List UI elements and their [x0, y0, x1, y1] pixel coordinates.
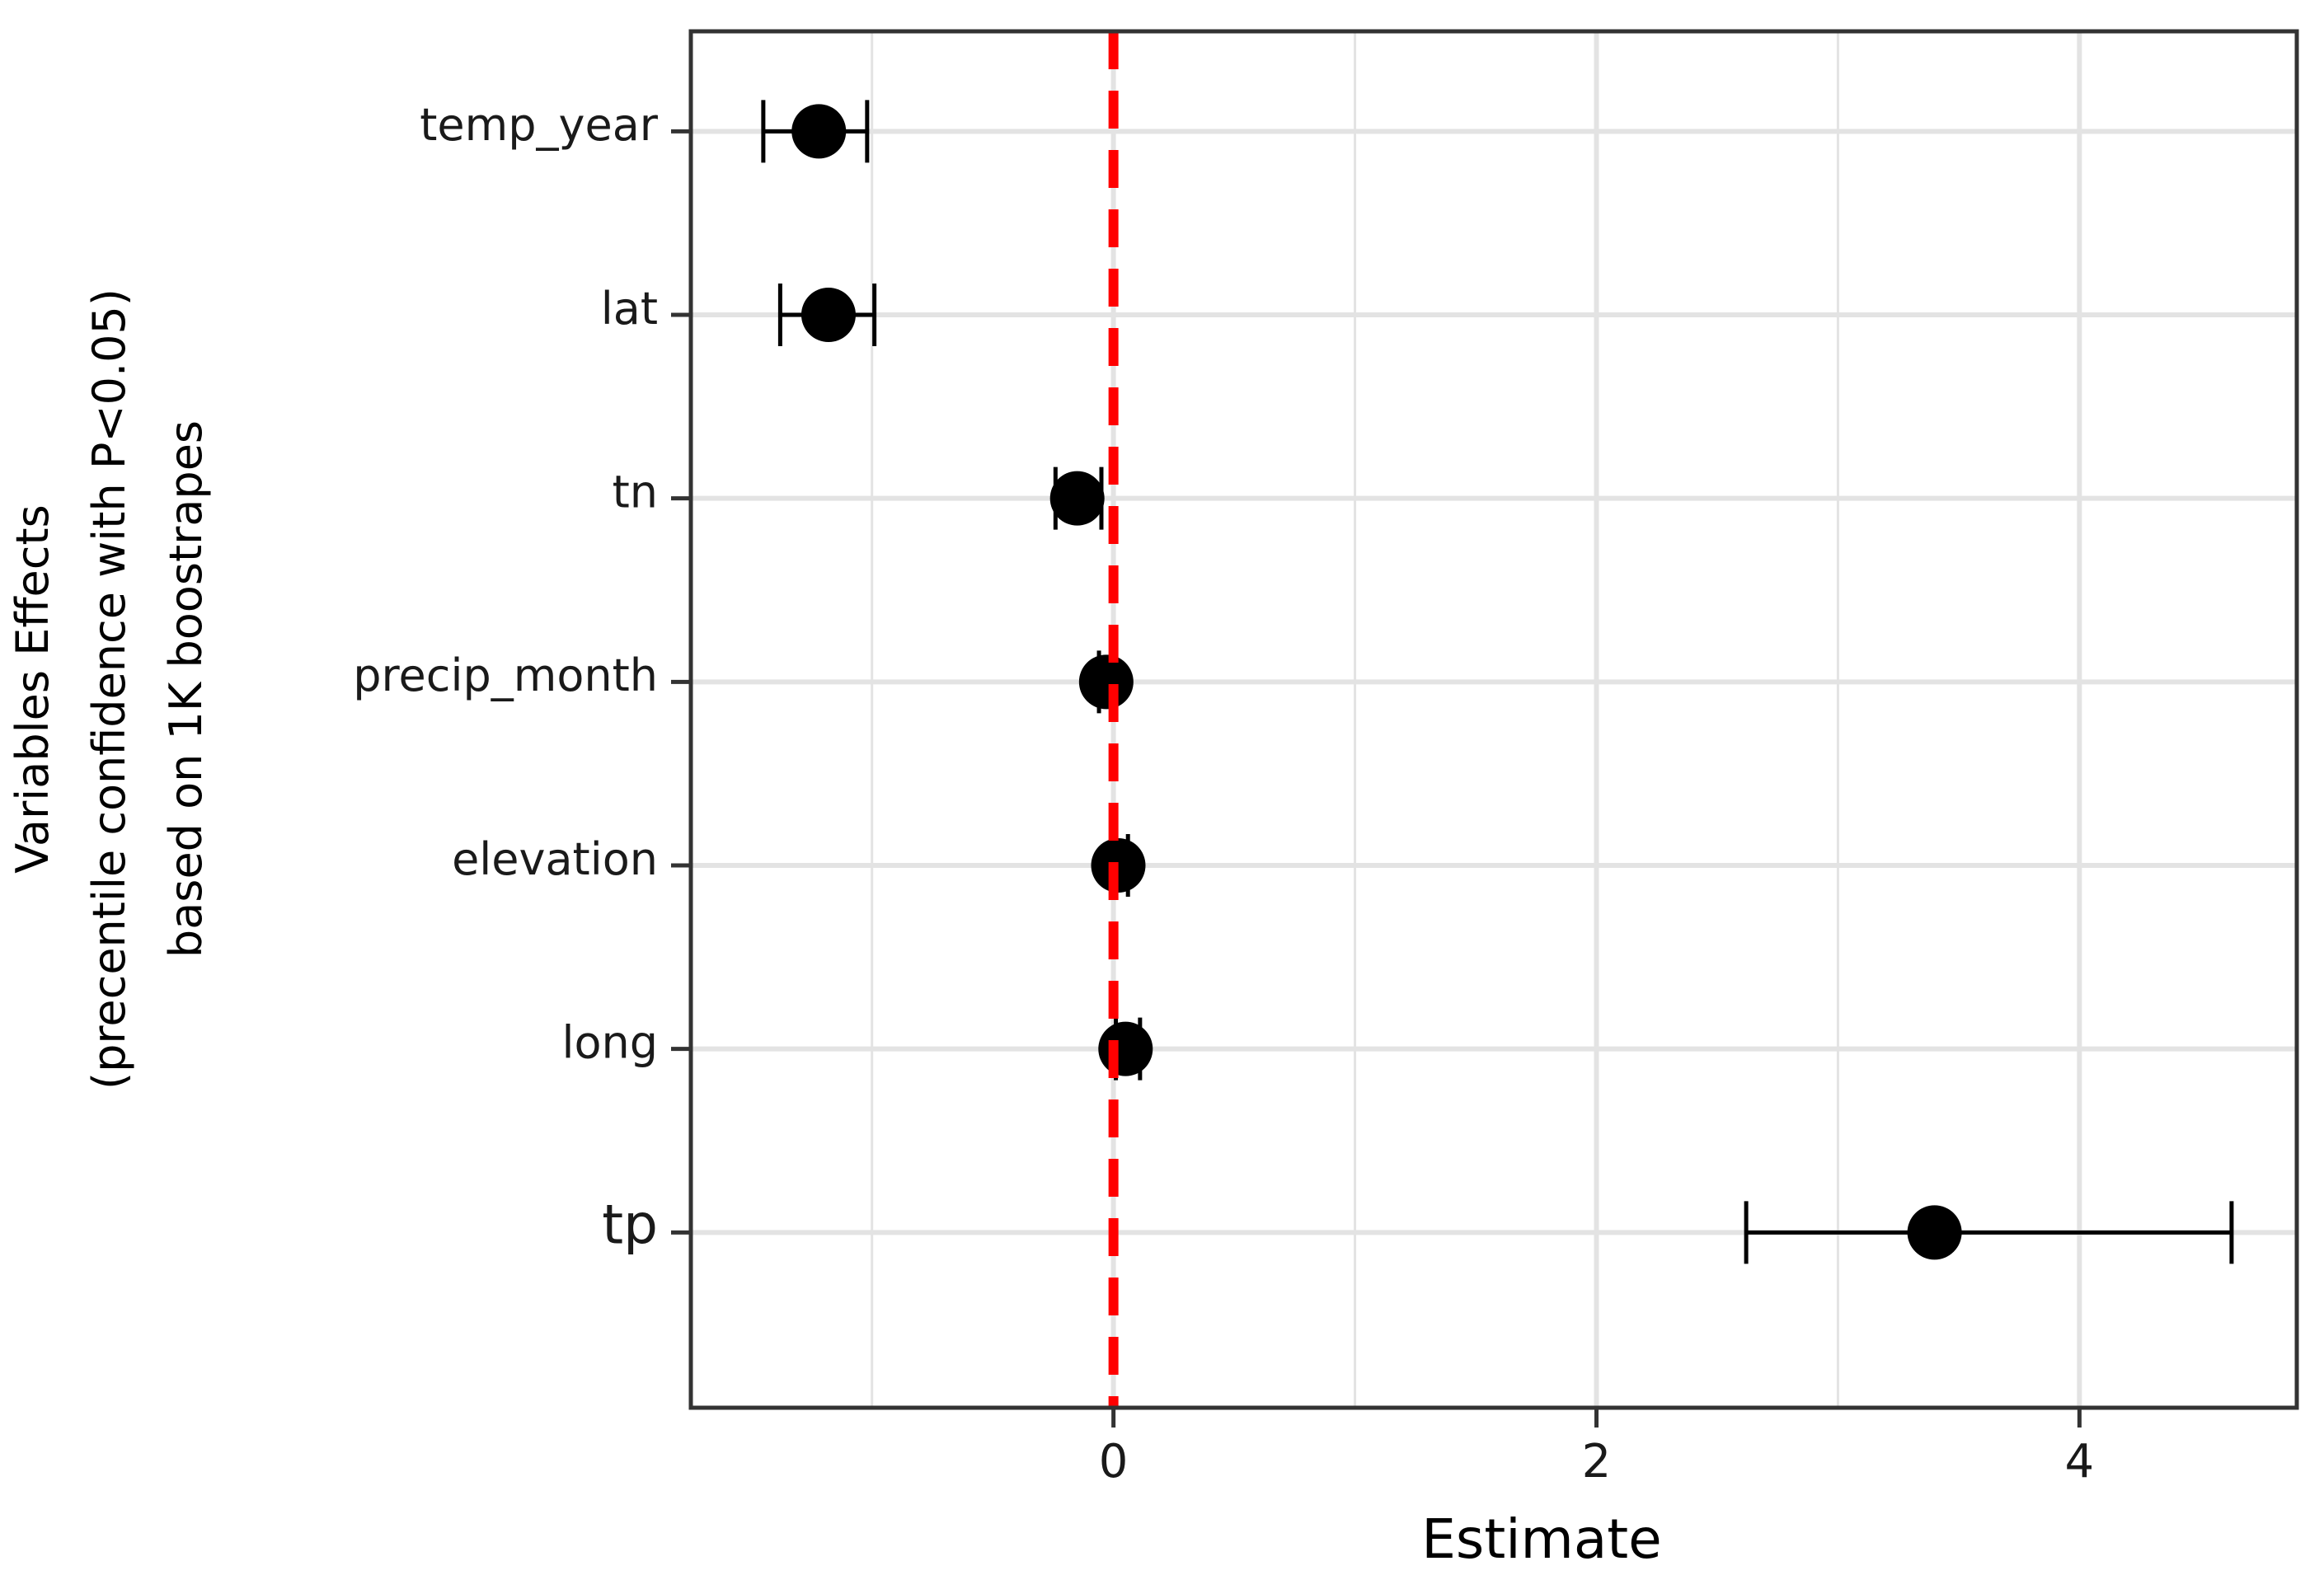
- x-tick-label: 2: [1582, 1435, 1612, 1489]
- y-tick-label: tp: [602, 1193, 658, 1257]
- y-tick-label: precip_month: [353, 649, 658, 701]
- estimate-point: [1907, 1205, 1962, 1260]
- y-axis-title-line-2: (precentile confidence with P<0.05): [83, 288, 135, 1090]
- x-axis-title: Estimate: [1421, 1507, 1662, 1571]
- estimate-point: [1098, 1021, 1153, 1076]
- x-tick-label: 4: [2065, 1435, 2095, 1489]
- y-tick-label: temp_year: [420, 99, 659, 151]
- y-axis-title-line-3: based on 1K boostrapes: [160, 420, 212, 958]
- estimate-point: [791, 104, 847, 159]
- x-tick-label: 0: [1099, 1435, 1129, 1489]
- y-tick-label: tn: [613, 466, 658, 518]
- panel-border: [688, 29, 2299, 1410]
- y-tick-label: lat: [601, 283, 658, 335]
- estimate-point: [1049, 471, 1105, 526]
- estimate-point: [1078, 654, 1134, 710]
- y-axis-title-line-1: Variables Effects: [7, 504, 59, 873]
- y-axis-title: Variables Effects (precentile confidence…: [7, 288, 212, 1090]
- y-tick-label: long: [561, 1016, 658, 1068]
- y-tick-label: elevation: [452, 833, 658, 885]
- estimate-point: [800, 288, 856, 342]
